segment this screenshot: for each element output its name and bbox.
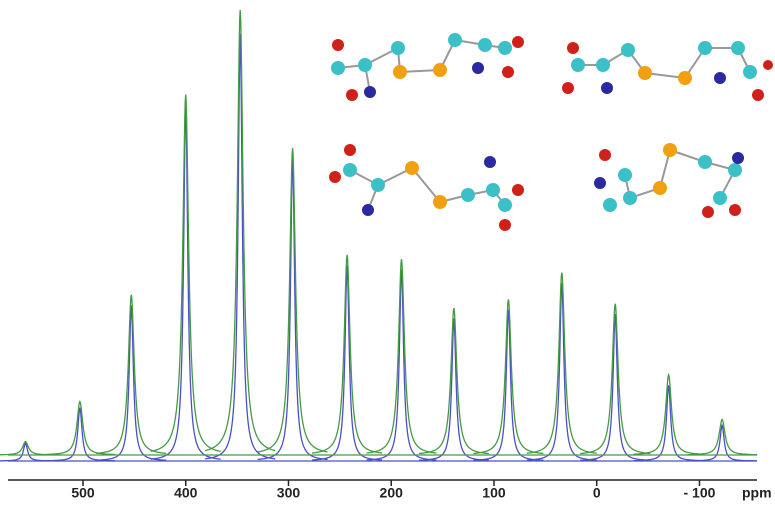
peak bbox=[151, 105, 221, 459]
peak bbox=[580, 314, 650, 460]
peak bbox=[527, 273, 597, 454]
x-tick-label: 500 bbox=[71, 485, 95, 501]
peak bbox=[367, 259, 437, 453]
peak bbox=[312, 255, 382, 453]
x-tick-label: 0 bbox=[593, 485, 601, 501]
peak bbox=[258, 158, 328, 459]
peak bbox=[634, 385, 704, 460]
peak bbox=[151, 95, 221, 452]
molecule-illustrations bbox=[329, 33, 773, 231]
x-tick-label: - 100 bbox=[684, 485, 716, 501]
peak bbox=[205, 10, 275, 451]
peak bbox=[0, 442, 61, 455]
chart: ppm 500 400 300 200 100 0 - 100 bbox=[0, 0, 775, 505]
peak bbox=[0, 443, 61, 461]
peak bbox=[205, 34, 275, 459]
x-tick-label: 100 bbox=[482, 485, 506, 501]
x-axis-label: ppm bbox=[742, 485, 772, 501]
peak bbox=[419, 308, 489, 453]
peak bbox=[473, 299, 543, 453]
peak bbox=[258, 148, 328, 452]
peak bbox=[580, 304, 650, 454]
peak bbox=[419, 319, 489, 461]
molecule bbox=[331, 33, 524, 101]
peak bbox=[96, 305, 166, 460]
peak bbox=[473, 310, 543, 461]
x-tick-label: 400 bbox=[174, 485, 198, 501]
peak bbox=[96, 295, 166, 454]
x-tick-label: 300 bbox=[277, 485, 301, 501]
molecule bbox=[562, 41, 773, 101]
molecule bbox=[329, 144, 524, 231]
molecule bbox=[594, 143, 744, 218]
peak bbox=[527, 283, 597, 460]
peak bbox=[312, 265, 382, 460]
x-tick-label: 200 bbox=[380, 485, 404, 501]
peak bbox=[367, 270, 437, 460]
